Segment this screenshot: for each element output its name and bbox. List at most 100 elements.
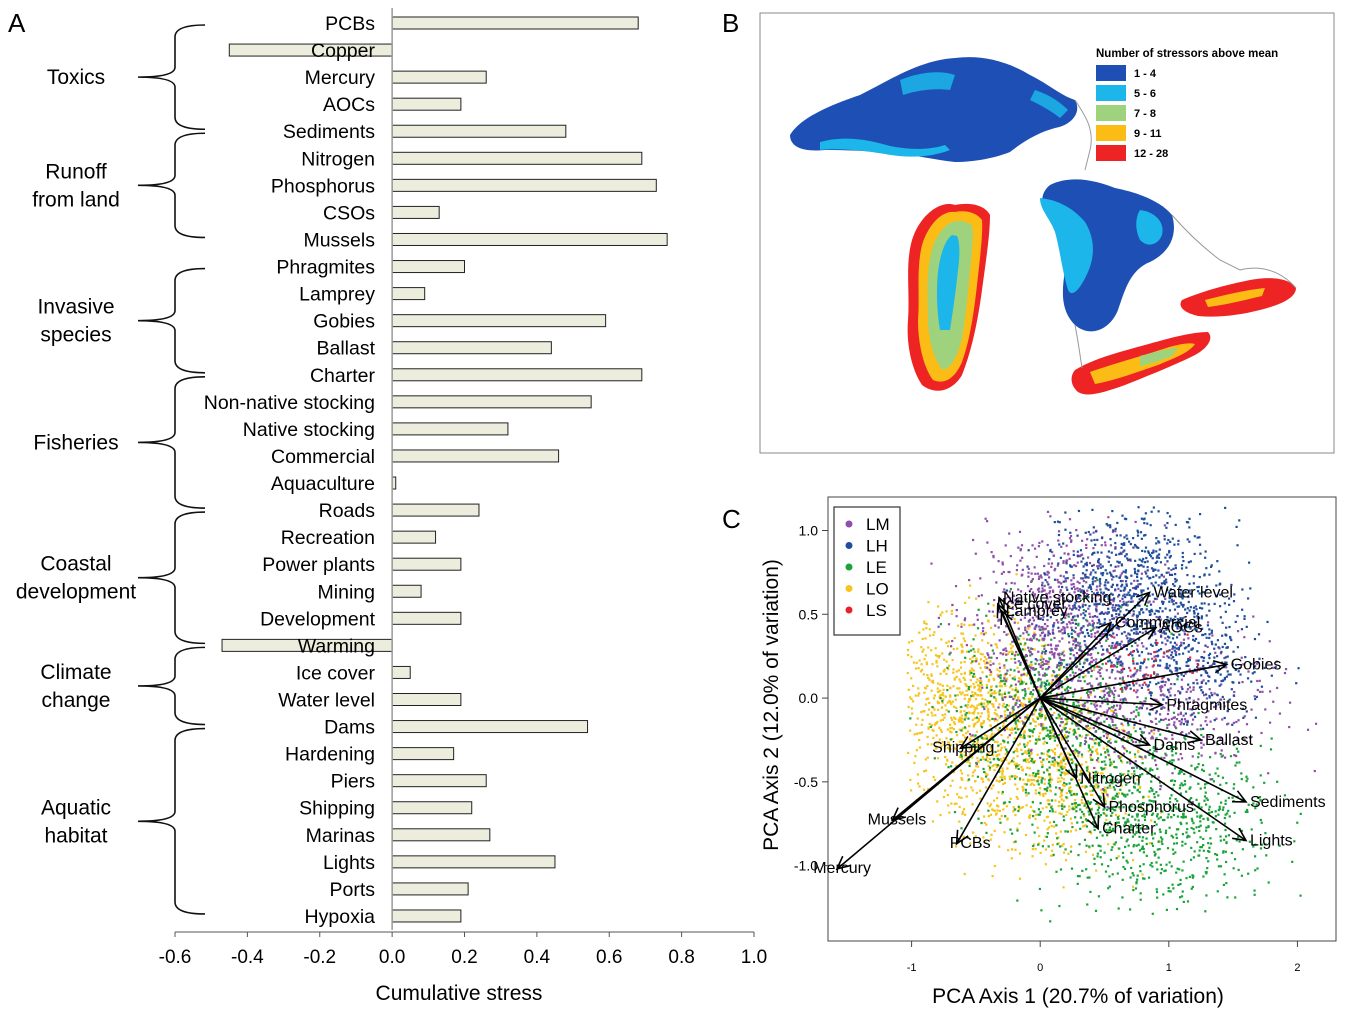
scatter-point [988, 768, 991, 771]
scatter-point [1038, 700, 1042, 703]
scatter-point [1041, 637, 1044, 640]
scatter-point [1197, 802, 1201, 805]
scatter-point [1028, 735, 1031, 738]
scatter-point [991, 754, 995, 757]
scatter-point [1028, 779, 1032, 782]
scatter-point [1121, 583, 1124, 586]
scatter-point [1005, 758, 1008, 761]
scatter-point [1136, 689, 1139, 692]
scatter-point [1105, 732, 1108, 735]
scatter-point [1089, 684, 1093, 687]
scatter-point [1084, 643, 1087, 646]
scatter-point [1023, 759, 1026, 762]
scatter-point [1192, 856, 1195, 859]
scatter-point [1094, 773, 1097, 776]
scatter-point [1118, 733, 1121, 736]
scatter-point [1188, 732, 1191, 735]
scatter-point [1062, 819, 1066, 822]
scatter-point [1120, 669, 1123, 672]
scatter-point [1256, 867, 1259, 870]
scatter-point [1027, 646, 1030, 649]
scatter-point [1099, 705, 1102, 708]
scatter-point [1140, 559, 1143, 562]
scatter-point [1080, 577, 1083, 580]
scatter-point [1149, 622, 1152, 626]
scatter-point [996, 764, 999, 767]
scatter-point [1201, 627, 1204, 630]
scatter-point [1072, 550, 1075, 553]
scatter-point [1050, 696, 1053, 699]
scatter-point [1207, 808, 1211, 811]
scatter-point [907, 705, 910, 709]
scatter-point [1018, 735, 1022, 738]
scatter-point [1199, 728, 1202, 731]
scatter-point [964, 716, 967, 719]
scatter-point [1072, 695, 1075, 698]
scatter-point [1092, 659, 1095, 662]
x-tick-label: -0.2 [303, 947, 336, 968]
scatter-point [1166, 655, 1169, 658]
scatter-point [1174, 697, 1177, 701]
scatter-point [1049, 657, 1052, 661]
scatter-point [1174, 669, 1177, 672]
scatter-point [1102, 591, 1105, 594]
scatter-point [1085, 593, 1089, 596]
scatter-point [1117, 814, 1121, 818]
scatter-point [997, 744, 1000, 747]
scatter-point [987, 678, 991, 681]
scatter-point [1002, 756, 1005, 760]
scatter-point [1050, 647, 1053, 651]
scatter-point [1128, 808, 1131, 811]
scatter-point [1043, 674, 1046, 677]
scatter-point [960, 643, 963, 646]
scatter-point [1140, 537, 1143, 540]
scatter-point [987, 778, 990, 781]
scatter-point [986, 702, 989, 706]
scatter-point [1034, 667, 1038, 671]
scatter-point [1133, 844, 1136, 847]
scatter-point [952, 728, 955, 731]
scatter-point [1019, 663, 1022, 666]
scatter-point [1033, 606, 1036, 610]
scatter-point [1105, 711, 1108, 714]
scatter-point [1172, 759, 1175, 762]
scatter-point [1037, 808, 1041, 811]
scatter-point [1028, 624, 1031, 627]
scatter-point [1197, 763, 1200, 766]
scatter-point [1151, 625, 1154, 628]
scatter-point [986, 717, 990, 721]
scatter-point [1237, 719, 1240, 722]
scatter-point [1061, 632, 1064, 635]
scatter-point [947, 623, 951, 626]
scatter-point [1037, 813, 1040, 816]
scatter-point [939, 672, 942, 675]
scatter-point [1016, 564, 1019, 567]
scatter-point [1240, 778, 1243, 781]
scatter-point [1177, 883, 1180, 887]
scatter-point [1202, 694, 1206, 697]
scatter-point [1183, 633, 1186, 636]
scatter-point [1081, 631, 1084, 634]
scatter-point [1144, 676, 1148, 680]
scatter-point [1080, 654, 1083, 657]
scatter-point [1053, 569, 1056, 572]
scatter-point [1071, 761, 1074, 765]
scatter-point [1026, 585, 1030, 588]
scatter-point [1070, 618, 1073, 621]
scatter-point [985, 666, 989, 669]
scatter-point [1036, 686, 1039, 689]
scatter-point [1098, 665, 1101, 669]
scatter-point [1138, 604, 1141, 607]
scatter-point [1112, 710, 1115, 713]
scatter-point [1002, 808, 1005, 811]
scatter-point [971, 831, 975, 834]
scatter-point [1058, 606, 1061, 610]
scatter-point [1178, 896, 1182, 899]
scatter-point [1059, 699, 1062, 702]
scatter-point [1010, 732, 1013, 735]
scatter-point [1037, 772, 1041, 775]
scatter-point [1132, 594, 1135, 598]
scatter-point [1019, 590, 1023, 593]
scatter-point [1039, 756, 1042, 760]
scatter-point [1115, 612, 1118, 616]
